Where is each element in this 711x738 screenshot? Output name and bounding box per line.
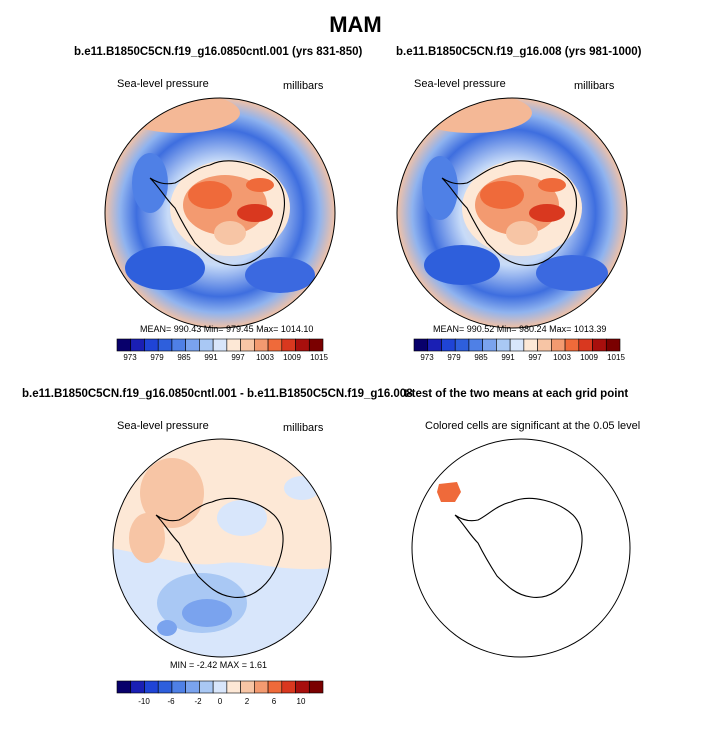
colorbar-swatch [564,338,580,352]
colorbar-swatch [185,338,200,352]
colorbar-swatch [281,338,296,352]
colorbar-swatch [267,680,283,694]
panel3-colorbar [116,680,324,694]
panel1-map [104,97,336,329]
colorbar-swatch [130,680,145,694]
cb3-tick: -6 [167,697,175,706]
colorbar-swatch [295,680,310,694]
cb3-tick: -2 [194,697,202,706]
cb3-tick: 0 [217,697,223,706]
colorbar-swatch [157,338,173,352]
panel2-variable-label: Sea-level pressure [414,78,506,90]
cb2-tick: 991 [501,353,515,362]
panel2-units-label: millibars [574,80,615,92]
colorbar-swatch [212,680,228,694]
colorbar-swatch [413,338,429,352]
cb2-tick: 973 [420,353,434,362]
panel1-variable-label: Sea-level pressure [117,78,209,90]
panel3-stats: MIN = -2.42 MAX = 1.61 [170,660,268,670]
colorbar-swatch [212,338,228,352]
panel4-significance-label: Colored cells are significant at the 0.0… [425,420,641,432]
cb1-tick: 991 [204,353,218,362]
cb2-tick: 1009 [580,353,598,362]
panel3-map [112,438,332,658]
panel1-units-label: millibars [283,80,324,92]
colorbar-swatch [171,680,186,694]
panel4-title: t-test of the two means at each grid poi… [404,388,629,400]
colorbar-swatch [496,338,511,352]
colorbar-swatch [454,338,470,352]
cb1-tick: 1015 [310,353,328,362]
colorbar-swatch [482,338,497,352]
cb3-tick: 6 [271,697,277,706]
panel1-colorbar-labels: 973 979 985 991 997 1003 1009 1015 [117,353,328,365]
colorbar-swatch [144,680,159,694]
colorbar-swatch [116,680,132,694]
cb1-tick: 979 [150,353,164,362]
colorbar-swatch [537,338,552,352]
colorbar-swatch [441,338,456,352]
cb2-tick: 985 [474,353,488,362]
panel1-title: b.e11.B1850C5CN.f19_g16.0850cntl.001 (yr… [74,46,363,58]
colorbar-swatch [468,338,483,352]
colorbar-swatch [157,680,173,694]
colorbar-swatch [578,338,593,352]
cb1-tick: 997 [231,353,245,362]
page-title: MAM [329,12,382,37]
colorbar-swatch [605,338,621,352]
panel2-title: b.e11.B1850C5CN.f19_g16.008 (yrs 981-100… [396,46,642,58]
colorbar-swatch [427,338,442,352]
panel3-variable-label: Sea-level pressure [117,420,209,432]
colorbar-swatch [267,338,283,352]
colorbar-swatch [240,680,255,694]
colorbar-swatch [308,680,324,694]
colorbar-swatch [226,680,241,694]
cb1-tick: 1003 [256,353,274,362]
colorbar-swatch [144,338,159,352]
panel1-colorbar [116,338,324,352]
colorbar-swatch [254,338,269,352]
colorbar-swatch [308,338,324,352]
colorbar-swatch [116,338,132,352]
colorbar-swatch [551,338,566,352]
panel4-map [411,438,631,658]
significant-cell [437,482,461,502]
panel3-units-label: millibars [283,422,324,434]
cb3-tick: -10 [138,697,150,706]
colorbar-swatch [523,338,538,352]
colorbar-swatch [130,338,145,352]
cb1-tick: 1009 [283,353,301,362]
colorbar-swatch [171,338,186,352]
panel2-map [396,97,628,329]
colorbar-swatch [199,680,214,694]
colorbar-swatch [199,338,214,352]
panel1-stats: MEAN= 990.43 Min= 979.45 Max= 1014.10 [140,324,314,334]
colorbar-swatch [240,338,255,352]
colorbar-swatch [254,680,269,694]
cb3-tick: 10 [296,697,306,706]
colorbar-swatch [295,338,310,352]
cb2-tick: 997 [528,353,542,362]
cb2-tick: 979 [447,353,461,362]
panel2-colorbar [413,338,621,352]
cb2-tick: 1003 [553,353,571,362]
colorbar-swatch [592,338,607,352]
panel3-title: b.e11.B1850C5CN.f19_g16.0850cntl.001 - b… [22,388,413,400]
panel2-stats: MEAN= 990.52 Min= 980.24 Max= 1013.39 [433,324,607,334]
panel3-colorbar-labels: -10 -6 -2 0 2 6 10 [117,697,323,709]
colorbar-swatch [226,338,241,352]
cb1-tick: 985 [177,353,191,362]
cb1-tick: 973 [123,353,137,362]
panel2-colorbar-labels: 973 979 985 991 997 1003 1009 1015 [414,353,625,365]
colorbar-swatch [281,680,296,694]
colorbar-swatch [509,338,525,352]
cb2-tick: 1015 [607,353,625,362]
colorbar-swatch [185,680,200,694]
cb3-tick: 2 [244,697,250,706]
